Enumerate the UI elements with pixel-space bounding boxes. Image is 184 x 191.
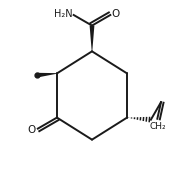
- Polygon shape: [90, 26, 94, 51]
- Text: O: O: [27, 125, 36, 134]
- Polygon shape: [37, 73, 57, 78]
- Text: CH₂: CH₂: [150, 122, 167, 131]
- Text: H₂N: H₂N: [54, 9, 72, 19]
- Text: O: O: [112, 9, 120, 19]
